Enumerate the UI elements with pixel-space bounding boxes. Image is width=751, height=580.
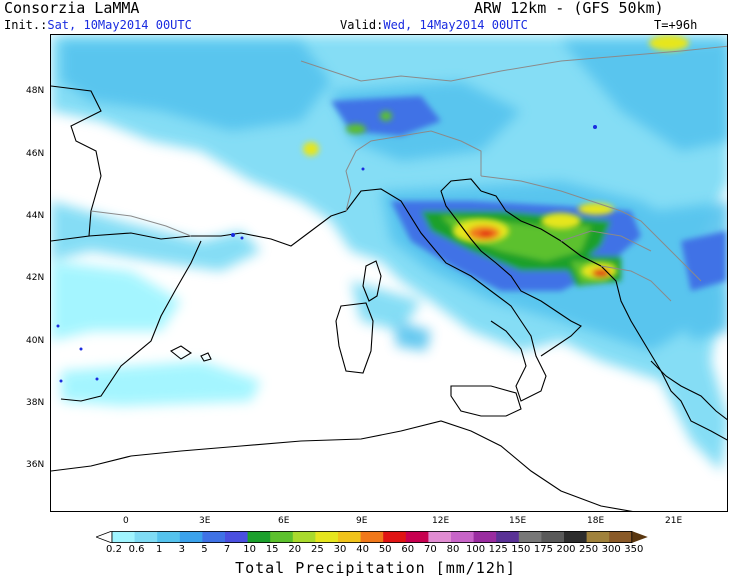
- lat-label-44n: 44N: [26, 211, 45, 221]
- lat-label-40n: 40N: [26, 336, 45, 346]
- colorbar-level-label: 25: [311, 544, 324, 555]
- colorbar-title: Total Precipitation [mm/12h]: [235, 559, 516, 577]
- model-title: ARW 12km - (GFS 50km): [474, 0, 664, 17]
- colorbar-level-label: 80: [446, 544, 460, 555]
- precip-intense-cores: [303, 35, 689, 279]
- colorbar-swatch: [586, 531, 610, 543]
- colorbar-level-label: 350: [624, 544, 644, 555]
- colorbar-swatch: [225, 531, 249, 543]
- lat-label-36n: 36N: [26, 460, 45, 470]
- colorbar-swatch: [451, 531, 475, 543]
- colorbar-swatch: [405, 531, 429, 543]
- lon-label-15e: 15E: [509, 516, 527, 526]
- colorbar-swatch: [292, 531, 316, 543]
- map-svg: [51, 35, 727, 511]
- country-borders: [90, 45, 727, 302]
- init-time: Init.:Sat, 10May2014 00UTC: [4, 19, 192, 32]
- colorbar-level-label: 200: [556, 544, 576, 555]
- precip-light-field: [51, 35, 727, 471]
- colorbar-level-label: 20: [288, 544, 302, 555]
- colorbar-swatch: [112, 531, 136, 543]
- lon-label-21e: 21E: [665, 516, 683, 526]
- colorbar-level-label: 7: [223, 544, 231, 555]
- colorbar-level-label: 10: [243, 544, 256, 555]
- lon-label-0: 0: [123, 516, 129, 526]
- init-label: Init.:: [4, 18, 48, 32]
- colorbar-swatch: [496, 531, 520, 543]
- colorbar-level-label: 50: [378, 544, 392, 555]
- precip-colorbar: [96, 531, 648, 543]
- colorbar-over-triangle: [631, 531, 648, 543]
- colorbar-level-label: 40: [356, 544, 369, 555]
- lon-label-6e: 6E: [278, 516, 290, 526]
- lat-label-42n: 42N: [26, 273, 45, 283]
- colorbar-outline: [111, 531, 633, 543]
- colorbar-level-label: 3: [178, 544, 185, 555]
- colorbar-level-label: 5: [201, 544, 208, 555]
- lon-label-3e: 3E: [199, 516, 211, 526]
- colorbar-level-label: 100: [466, 544, 486, 555]
- lon-label-9e: 9E: [356, 516, 368, 526]
- colorbar-swatch: [157, 531, 181, 543]
- colorbar-swatch: [179, 531, 203, 543]
- colorbar-swatch: [202, 531, 226, 543]
- colorbar-swatch: [247, 531, 271, 543]
- lake-markers: [56, 125, 597, 383]
- colorbar-level-label: 125: [488, 544, 508, 555]
- colorbar-level-label: 30: [333, 544, 347, 555]
- colorbar-swatch: [270, 531, 294, 543]
- colorbar-swatch: [360, 531, 384, 543]
- colorbar-swatch: [383, 531, 407, 543]
- colorbar-swatch: [541, 531, 565, 543]
- colorbar-swatch: [338, 531, 362, 543]
- colorbar-level-label: 60: [401, 544, 415, 555]
- lat-label-48n: 48N: [26, 86, 45, 96]
- lat-label-38n: 38N: [26, 398, 45, 408]
- lead-time: T=+96h: [654, 18, 698, 32]
- coastlines: [51, 85, 727, 511]
- precipitation-map: [50, 34, 728, 512]
- source-title: Consorzia LaMMA: [4, 0, 140, 17]
- colorbar-level-label: 0.2: [106, 544, 122, 555]
- colorbar-swatch: [564, 531, 588, 543]
- colorbar-under-triangle: [96, 531, 113, 543]
- lat-label-46n: 46N: [26, 149, 45, 159]
- colorbar-level-label: 175: [533, 544, 553, 555]
- colorbar-swatch: [518, 531, 542, 543]
- valid-label: Valid:: [340, 18, 384, 32]
- colorbar-level-label: 1: [156, 544, 163, 555]
- colorbar-swatch: [134, 531, 158, 543]
- colorbar-swatch: [609, 531, 633, 543]
- colorbar-level-label: 70: [424, 544, 437, 555]
- init-value: Sat, 10May2014 00UTC: [47, 18, 192, 32]
- colorbar-level-label: 0.6: [128, 544, 145, 555]
- colorbar-level-label: 15: [265, 544, 279, 555]
- colorbar-swatch: [473, 531, 497, 543]
- colorbar-level-label: 300: [601, 544, 621, 555]
- valid-time: Valid:Wed, 14May2014 00UTC: [340, 19, 528, 32]
- colorbar-level-label: 150: [511, 544, 531, 555]
- colorbar-level-label: 250: [579, 544, 599, 555]
- lon-label-12e: 12E: [432, 516, 450, 526]
- colorbar-swatch: [428, 531, 452, 543]
- lon-label-18e: 18E: [587, 516, 605, 526]
- colorbar-swatch: [315, 531, 339, 543]
- valid-value: Wed, 14May2014 00UTC: [383, 18, 528, 32]
